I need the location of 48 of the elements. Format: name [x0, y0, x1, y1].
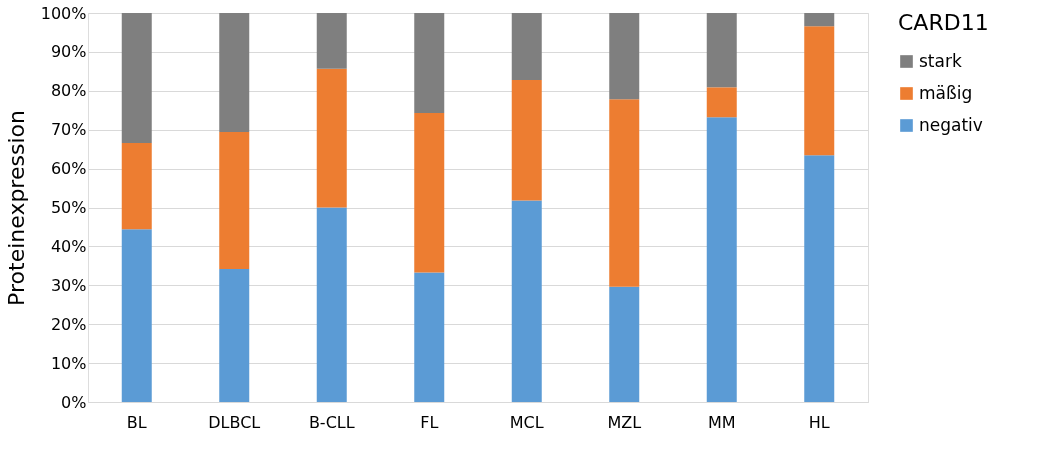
bar [804, 13, 835, 27]
bar [511, 13, 542, 80]
y-tick-label: 40% [50, 236, 87, 256]
y-tick-label: 100% [40, 3, 87, 23]
bar [511, 200, 542, 402]
x-tick-label: DLBCL [208, 412, 261, 432]
bar [219, 13, 250, 133]
bar [804, 155, 835, 402]
y-tick-label: 0% [61, 392, 87, 412]
x-tick-label: MM [707, 412, 736, 432]
bar [121, 13, 152, 143]
legend-label: negativ [919, 114, 983, 135]
x-tick-label: FL [420, 412, 439, 432]
y-tick-label: 10% [50, 353, 87, 373]
bar [121, 229, 152, 402]
y-tick-label: 50% [50, 198, 87, 217]
x-tick-label: MCL [509, 412, 544, 432]
bar [121, 142, 152, 230]
x-tick-label: MZL [607, 412, 642, 432]
y-tick-label: 80% [50, 81, 87, 101]
y-tick-label: 20% [50, 314, 87, 334]
bar [316, 68, 347, 208]
bar [414, 272, 445, 402]
x-tick-label: B-CLL [308, 412, 355, 432]
bar [316, 13, 347, 69]
x-tick-label: HL [808, 412, 830, 432]
bar [706, 13, 737, 88]
bar [414, 112, 445, 273]
bar [609, 286, 640, 402]
y-tick-label: 70% [50, 120, 87, 140]
bar [511, 79, 542, 201]
bar [706, 117, 737, 402]
bar [414, 13, 445, 113]
x-tick-label: BL [126, 412, 147, 432]
bar [706, 87, 737, 118]
bar [219, 268, 250, 402]
bar [316, 207, 347, 402]
bar [219, 132, 250, 269]
bar [609, 13, 640, 100]
y-tick-label: 60% [50, 159, 87, 179]
y-tick-label: 30% [50, 275, 87, 295]
legend-label: stark [919, 50, 962, 71]
y-axis-title: Proteinexpression [3, 110, 29, 306]
legend-label: mäßig [919, 82, 973, 103]
bar [804, 26, 835, 156]
legend-title: CARD11 [898, 10, 989, 35]
y-tick-label: 90% [50, 42, 87, 62]
bar [609, 99, 640, 287]
